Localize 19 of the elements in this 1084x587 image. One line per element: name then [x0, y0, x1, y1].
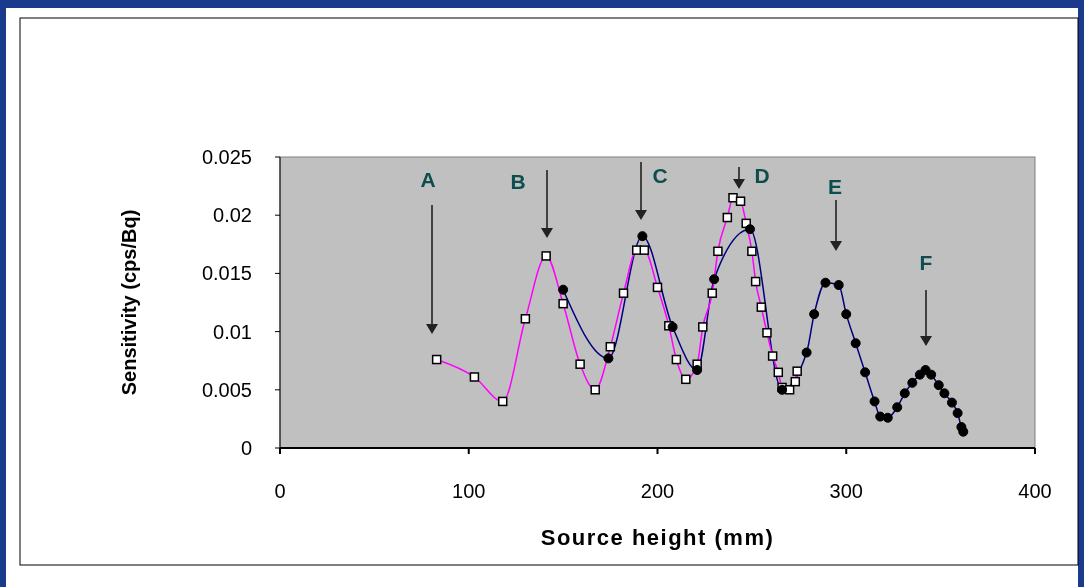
y-tick-label: 0.02: [213, 204, 252, 227]
x-axis-title: Source height (mm): [540, 525, 775, 550]
y-axis-title: Sensitivity (cps/Bq): [118, 209, 140, 396]
annotation: B: [510, 170, 526, 194]
y-tick-label: 0.005: [201, 378, 252, 401]
y-tick-label: 0: [240, 437, 252, 459]
y-tick-label: 0.01: [213, 320, 252, 343]
x-tick-label: 100: [452, 480, 486, 502]
annotation: E: [827, 175, 843, 199]
annotation: A: [420, 168, 436, 192]
annotation: F: [919, 251, 933, 275]
x-tick-label: 0: [274, 480, 286, 502]
y-tick-label: 0.015: [201, 262, 252, 285]
annotation: D: [754, 164, 770, 188]
y-tick-label: 0.025: [201, 146, 252, 168]
x-tick-label: 300: [829, 480, 863, 502]
annotation: C: [652, 164, 668, 188]
x-tick-label: 400: [1018, 480, 1052, 502]
x-tick-label: 200: [640, 480, 675, 502]
